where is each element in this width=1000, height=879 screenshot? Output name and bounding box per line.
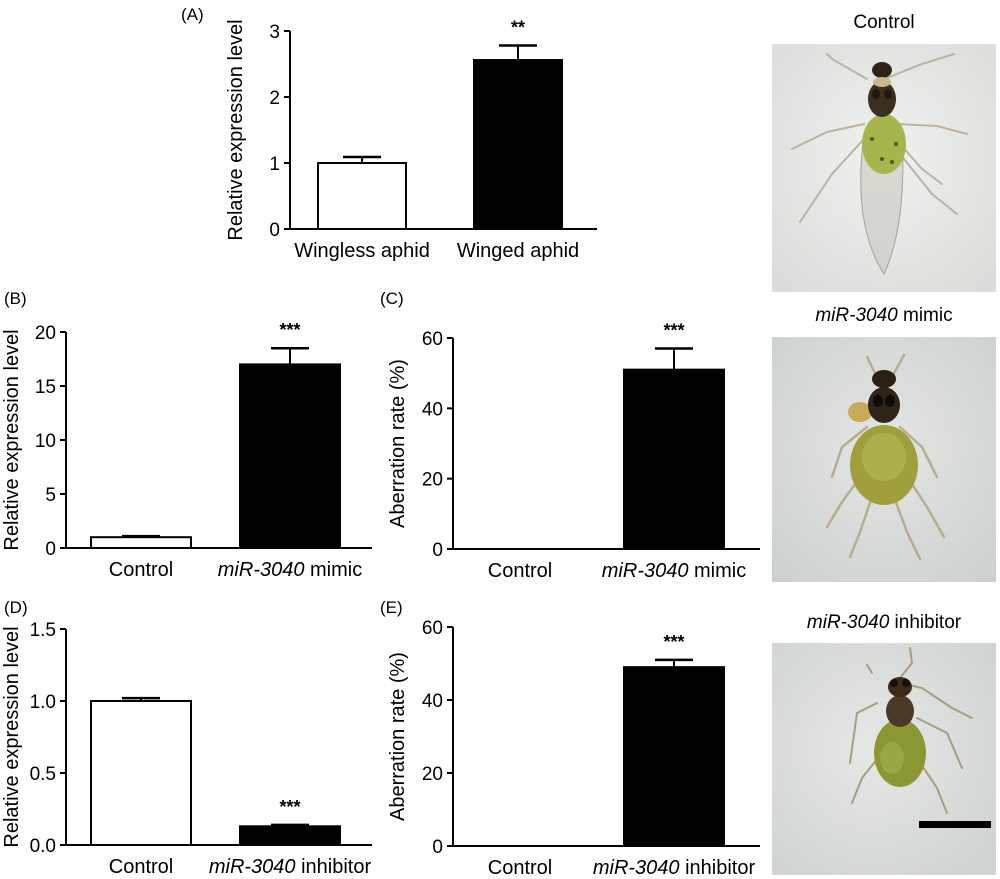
chart-d-y-tick-label: 0.0: [30, 836, 56, 857]
chart-c-category-label-2: miR-3040 mimic: [602, 560, 746, 582]
photo-title-mimic-rest: mimic: [897, 305, 953, 326]
chart-b-bar-2: [239, 363, 341, 549]
chart-c-category-gene: miR-3040: [602, 560, 689, 582]
chart-a-category-label-2: Winged aphid: [457, 240, 579, 262]
chart-c-category-label-1: Control: [488, 560, 552, 582]
chart-b-y-label: Relative expression level: [1, 329, 23, 550]
chart-d-significance-2: ***: [279, 797, 300, 817]
panel-label-b: (B): [4, 289, 27, 308]
chart-c-y-tick-label: 40: [422, 399, 443, 420]
chart-b-category-rest: mimic: [304, 559, 362, 581]
chart-c-y-label: Aberration rate (%): [387, 359, 409, 528]
chart-b-y-tick-label: 20: [35, 323, 56, 344]
chart-b-category-gene: miR-3040: [218, 559, 305, 581]
chart-d-category-label-1: Control: [109, 856, 173, 878]
chart-a-y-label: Relative expression level: [225, 19, 247, 240]
chart-a-y-tick-label: 3: [269, 22, 280, 43]
photo-title-inhibitor: miR-3040 inhibitor: [772, 612, 996, 634]
chart-e-y-tick-label: 40: [422, 691, 443, 712]
chart-d-category-gene: miR-3040: [209, 856, 296, 878]
chart-b-y-tick-label: 10: [35, 431, 56, 452]
panel-label-e: (E): [380, 598, 403, 617]
chart-b-y-tick-label: 5: [45, 485, 56, 506]
photo-title-inhibitor-rest: inhibitor: [889, 612, 962, 633]
chart-e-y-label: Aberration rate (%): [387, 652, 409, 821]
chart-e-category-label-2: miR-3040 inhibitor: [593, 857, 756, 879]
chart-b-category-label-1: Control: [109, 559, 173, 581]
chart-b-y-tick-label: 0: [45, 539, 56, 560]
chart-e-y-tick-label: 20: [422, 764, 443, 785]
chart-a-y-tick-label: 1: [269, 154, 280, 175]
chart-a-y-tick-label: 0: [269, 220, 280, 241]
chart-a-bar-2: [473, 59, 563, 231]
chart-d-y-tick-label: 1.0: [30, 692, 56, 713]
aphid-photo-control: [772, 44, 996, 292]
photo-title-inhibitor-gene: miR-3040: [806, 612, 890, 633]
chart-d-bar-1: [90, 700, 192, 846]
chart-a-y-tick-label: 2: [269, 88, 280, 109]
chart-e-category-rest: inhibitor: [680, 857, 756, 879]
chart-e-bar-2: [623, 666, 725, 848]
panel-label-d: (D): [4, 598, 28, 617]
chart-c-y-tick-label: 0: [432, 540, 443, 561]
panel-label-a: (A): [181, 5, 204, 24]
chart-e-y-tick-label: 60: [422, 618, 443, 639]
chart-c-bar-2: [623, 368, 725, 550]
scale-bar: [919, 821, 991, 828]
chart-d-y-label: Relative expression level: [1, 626, 23, 847]
chart-b-y-tick-label: 15: [35, 377, 56, 398]
chart-b-significance-2: ***: [279, 320, 300, 340]
chart-d-category-label-2: miR-3040 inhibitor: [209, 856, 372, 878]
photo-title-mimic-gene: miR-3040: [815, 305, 898, 326]
chart-e-significance-2: ***: [663, 632, 684, 652]
chart-c-y-tick-label: 60: [422, 329, 443, 350]
photo-title-control: Control: [853, 12, 915, 33]
aphid-photo-mimic: [772, 337, 996, 582]
photo-title-mimic: miR-3040 mimic: [772, 305, 996, 327]
chart-e-category-label-1: Control: [488, 857, 552, 879]
chart-e-category-gene: miR-3040: [593, 857, 680, 879]
chart-d-y-tick-label: 0.5: [30, 764, 56, 785]
chart-d-y-tick-label: 1.5: [30, 620, 56, 641]
chart-c-category-rest: mimic: [688, 560, 746, 582]
aphid-photo-inhibitor: [772, 643, 996, 875]
chart-a-significance-2: **: [511, 18, 525, 38]
chart-d-category-rest: inhibitor: [296, 856, 372, 878]
chart-a-bar-1: [317, 162, 407, 230]
chart-c-y-tick-label: 20: [422, 470, 443, 491]
chart-a-category-label-1: Wingless aphid: [294, 240, 430, 262]
chart-c-significance-2: ***: [663, 321, 684, 341]
panel-label-c: (C): [380, 289, 404, 308]
chart-b-category-label-2: miR-3040 mimic: [218, 559, 362, 581]
chart-e-y-tick-label: 0: [432, 837, 443, 858]
